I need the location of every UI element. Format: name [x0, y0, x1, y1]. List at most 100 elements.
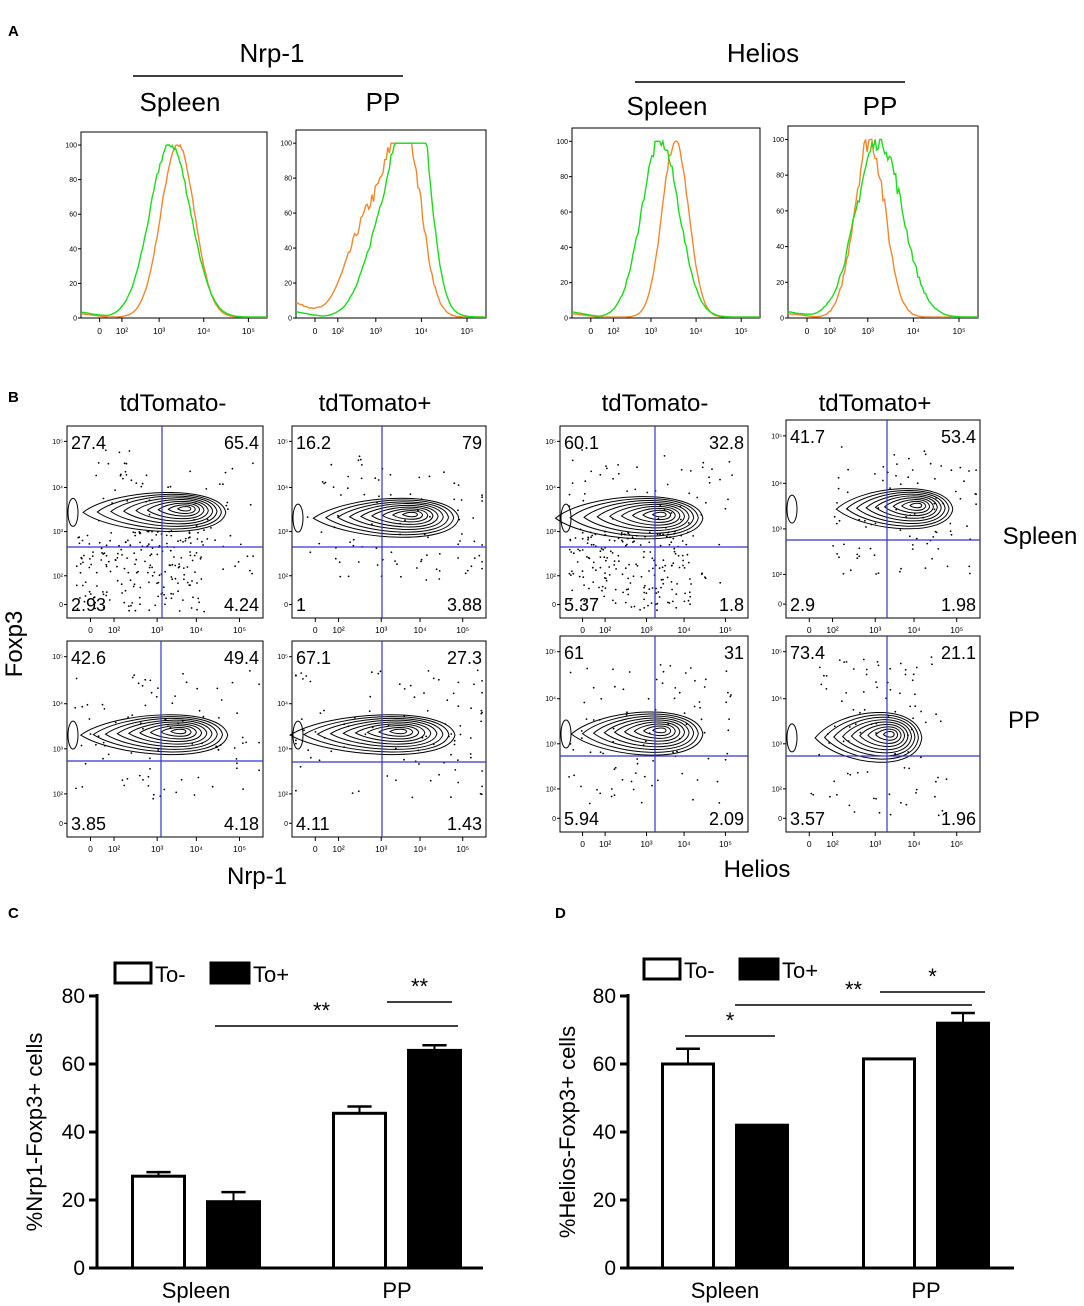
- flow-quadrant-ul: 73.4: [790, 643, 825, 663]
- legend-label-to-minus: To-: [684, 958, 715, 983]
- flow-event-dot: [233, 747, 236, 749]
- flow-event-dot: [151, 539, 153, 541]
- flow-event-dot: [173, 556, 175, 558]
- flow-event-dot: [581, 531, 584, 534]
- flow-event-dot: [351, 792, 354, 794]
- flow-event-dot: [148, 581, 150, 584]
- histogram-sub-helios-pp: PP: [863, 91, 898, 121]
- flow-event-dot: [856, 553, 859, 556]
- flow-event-dot: [689, 578, 691, 580]
- flow-event-dot: [425, 735, 428, 738]
- flow-event-dot: [655, 678, 658, 681]
- flow-event-dot: [605, 559, 607, 562]
- flow-event-dot: [632, 541, 634, 544]
- flow-event-dot: [242, 788, 245, 790]
- flow-event-dot: [625, 713, 628, 716]
- flow-event-dot: [605, 577, 607, 580]
- flow-event-dot: [617, 554, 620, 557]
- flow-event-dot: [606, 467, 608, 470]
- flow-contour-ring: [651, 727, 667, 734]
- flow-event-dot: [214, 539, 217, 541]
- flow-event-dot: [169, 564, 172, 567]
- flow-event-dot: [586, 667, 589, 670]
- flow-event-dot: [330, 750, 333, 753]
- flow-event-dot: [694, 679, 696, 682]
- flow-event-dot: [899, 662, 902, 665]
- flow-event-dot: [164, 603, 166, 606]
- flow-event-dot: [873, 797, 875, 800]
- flow-contour-ring: [329, 719, 438, 748]
- histogram-x-tick-label: 10⁴: [690, 326, 703, 336]
- significance-label: *: [928, 964, 937, 989]
- flow-event-dot: [683, 567, 686, 569]
- flow-event-dot: [370, 671, 373, 674]
- flow-event-dot: [125, 541, 127, 543]
- flow-event-dot: [582, 499, 585, 502]
- flow-event-dot: [930, 656, 933, 658]
- flow-event-dot: [123, 601, 126, 604]
- flow-event-dot: [134, 534, 137, 537]
- flow-event-dot: [236, 767, 238, 770]
- flow-event-dot: [102, 606, 105, 609]
- flow-event-dot: [249, 670, 251, 672]
- histogram-curve-orange: [787, 138, 978, 318]
- flow-event-dot: [608, 566, 611, 568]
- legend-label-to-plus: To+: [782, 958, 818, 983]
- flow-event-dot: [838, 556, 840, 559]
- flow-event-dot: [727, 691, 729, 694]
- flow-event-dot: [459, 725, 462, 727]
- flow-event-dot: [924, 721, 927, 724]
- flow-event-dot: [120, 548, 123, 551]
- flow-y-tick-label: 10²: [772, 572, 783, 579]
- flow-event-dot: [89, 733, 92, 735]
- flow-event-dot: [295, 789, 297, 792]
- flow-event-dot: [437, 678, 440, 681]
- flow-event-dot: [656, 609, 658, 612]
- flow-event-dot: [703, 686, 706, 688]
- flow-event-dot: [104, 449, 107, 452]
- flow-event-dot: [196, 538, 199, 540]
- histogram-y-tick-label: 60: [69, 212, 77, 219]
- flow-event-dot: [676, 583, 678, 585]
- histogram-y-tick-label: 80: [69, 177, 77, 184]
- histogram-x-tick-label: 10⁵: [461, 326, 474, 336]
- histogram-curve-green: [295, 142, 486, 318]
- flow-event-dot: [876, 686, 878, 689]
- flow-event-dot: [84, 595, 87, 597]
- flow-event-dot: [189, 554, 192, 557]
- flow-event-dot: [968, 470, 970, 472]
- flow-contour-ring: [381, 508, 429, 523]
- flow-events: [306, 455, 483, 581]
- flow-contour-ring: [149, 725, 197, 740]
- flow-event-dot: [660, 586, 662, 589]
- flow-event-dot: [900, 567, 902, 570]
- flow-event-dot: [404, 519, 406, 522]
- flow-event-dot: [147, 785, 150, 787]
- bar-category-label: Spleen: [691, 1278, 760, 1303]
- flow-event-dot: [324, 481, 327, 484]
- flow-edge-contour: [560, 719, 572, 749]
- flow-event-dot: [833, 725, 836, 728]
- flow-event-dot: [603, 556, 606, 559]
- flow-event-dot: [479, 792, 482, 795]
- flow-event-dot: [236, 712, 239, 715]
- flow-event-dot: [197, 531, 199, 534]
- flow-event-dot: [197, 597, 200, 600]
- histogram-group-title-helios: Helios: [727, 38, 799, 68]
- flow-event-dot: [249, 569, 251, 572]
- flow-event-dot: [203, 529, 205, 532]
- flow-event-dot: [453, 739, 456, 742]
- flow-event-dot: [624, 567, 627, 570]
- flow-event-dot: [102, 741, 105, 744]
- flow-event-dot: [95, 474, 98, 477]
- flow-event-dot: [580, 605, 583, 607]
- flow-x-tick-label: 10⁴: [190, 844, 203, 854]
- flow-y-tick-label: 0: [59, 602, 63, 609]
- flow-quadrant-ll: 2.9: [790, 595, 815, 615]
- flow-x-tick-label: 0: [807, 625, 812, 635]
- flow-event-dot: [608, 574, 611, 576]
- flow-event-dot: [86, 534, 89, 537]
- flow-event-dot: [877, 507, 880, 509]
- flow-event-dot: [835, 522, 838, 525]
- flow-y-tick-label: 0: [59, 821, 63, 828]
